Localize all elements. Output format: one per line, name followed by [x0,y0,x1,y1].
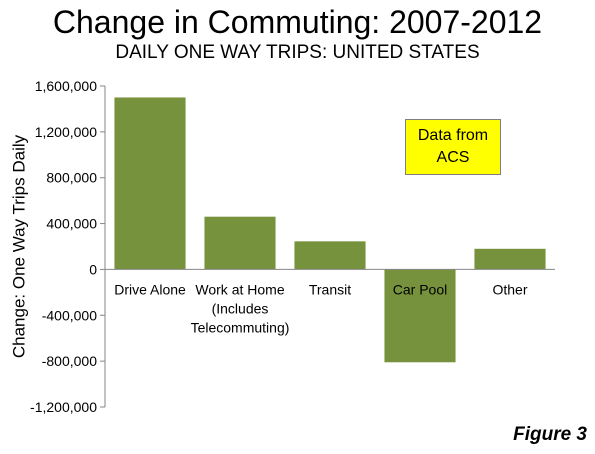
bar [384,269,456,363]
x-category-label: Car Pool [393,281,447,297]
chart-subtitle: DAILY ONE WAY TRIPS: UNITED STATES [115,42,480,63]
bars [114,97,546,363]
x-category-label: Other [492,281,527,297]
bar [474,248,546,270]
y-tick-label: 800,000 [46,170,97,186]
x-category-label: Work at Home (Includes Telecommuting) [191,281,290,335]
y-tick-label: -400,000 [42,307,97,323]
y-axis-ticks: 1,600,000 1,200,000 800,000 400,000 0 -400,00… [30,78,105,415]
figure-label: Figure 3 [513,424,587,445]
y-tick-label: 400,000 [46,216,97,232]
y-tick-label: 0 [89,261,97,277]
x-category-label: Transit [309,281,351,297]
y-tick-label: 1,200,000 [35,124,97,140]
y-tick-label: 1,600,000 [35,78,97,94]
y-axis-title: Change: One Way Trips Daily [9,134,28,358]
y-tick-label: -800,000 [42,353,97,369]
bar [114,97,186,270]
x-axis-labels: Drive Alone Work at Home (Includes Telecomm… [114,281,528,335]
bar [294,241,366,270]
x-category-label: Drive Alone [114,281,186,297]
bar [204,216,276,270]
chart-title: Change in Commuting: 2007-2012 [52,4,543,40]
data-source-note: Data from ACS [405,119,501,175]
y-tick-label: -1,200,000 [30,399,97,415]
